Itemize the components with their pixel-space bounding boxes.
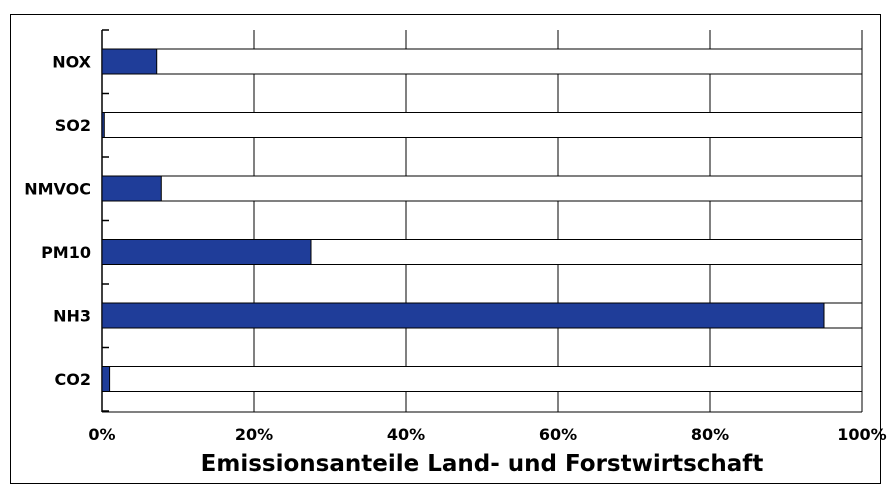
x-tick-label: 60% (539, 425, 577, 444)
category-label-nox: NOX (52, 53, 91, 72)
bar-so2 (101, 112, 105, 138)
x-tick-label: 0% (88, 425, 115, 444)
category-label-nh3: NH3 (53, 307, 91, 326)
grid-lines (101, 29, 863, 413)
bar-remainder (101, 366, 863, 392)
category-label-pm10: PM10 (41, 243, 91, 262)
x-axis-title: Emissionsanteile Land- und Forstwirtscha… (201, 451, 764, 475)
x-tick-label: 40% (387, 425, 425, 444)
bar-remainder (101, 48, 863, 75)
x-tick-label: 100% (837, 425, 886, 444)
x-tick-label: 80% (691, 425, 729, 444)
x-tick-labels: 0% 20% 40% 60% 80% 100% (88, 425, 886, 444)
bar-remainder (101, 175, 863, 202)
bar-nox (101, 48, 158, 75)
bar-remainder (101, 112, 863, 138)
bars (101, 48, 863, 392)
category-label-nmvoc: NMVOC (24, 180, 91, 199)
x-tick-label: 20% (235, 425, 273, 444)
bar-pm10 (101, 239, 312, 265)
bar-nmvoc (101, 175, 162, 202)
bar-nh3 (101, 302, 825, 329)
bar-co2 (101, 366, 111, 392)
category-label-co2: CO2 (55, 370, 91, 389)
category-label-so2: SO2 (55, 116, 91, 135)
category-labels: NOX SO2 NMVOC PM10 NH3 CO2 (24, 53, 91, 390)
